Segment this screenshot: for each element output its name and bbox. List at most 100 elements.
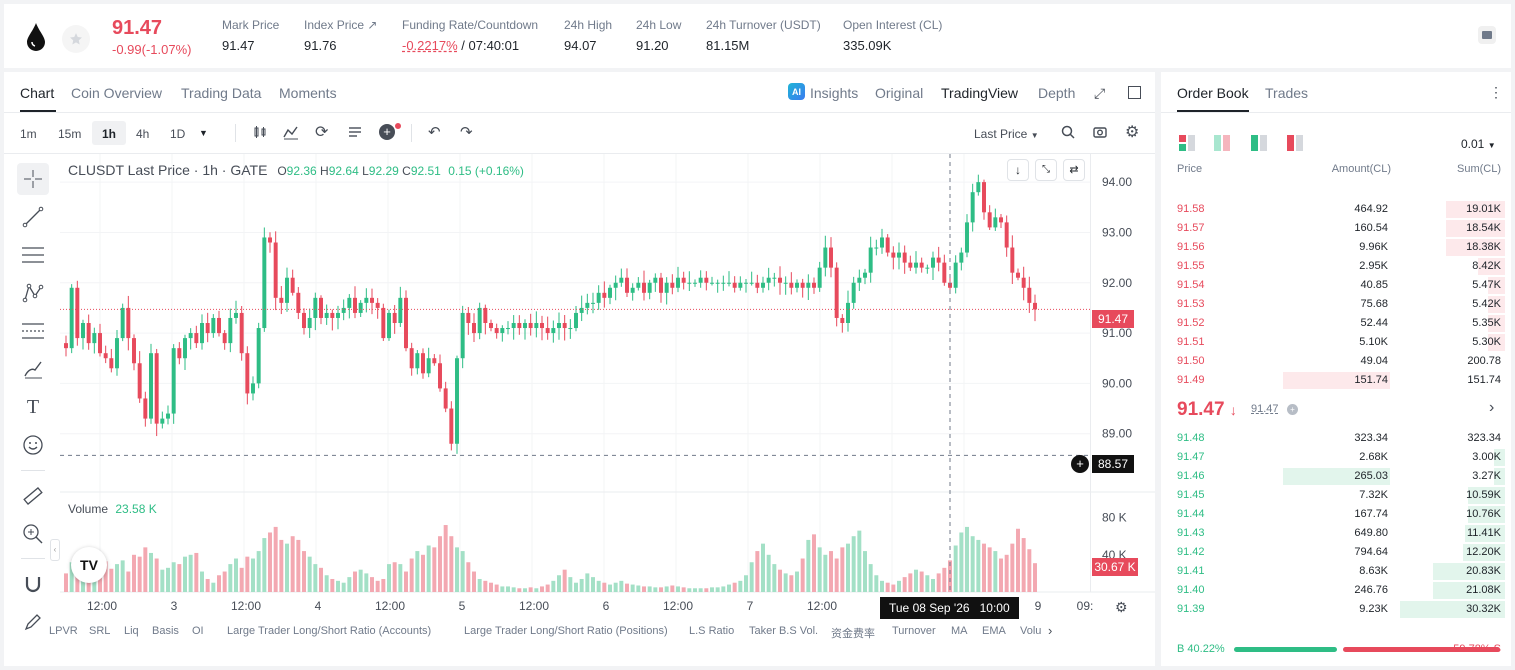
bid-row[interactable]: 91.41 8.63K 20.83K [1161, 562, 1511, 581]
templates-icon[interactable] [347, 124, 363, 143]
indicator-ls-positions[interactable]: Large Trader Long/Short Ratio (Positions… [464, 625, 668, 637]
indicator-funding-rate[interactable]: 资金费率 [831, 628, 875, 640]
collapse-toolbar-handle[interactable]: ‹ [50, 539, 60, 561]
bid-row[interactable]: 91.45 7.32K 10.59K [1161, 486, 1511, 505]
tab-moments[interactable]: Moments [279, 85, 337, 101]
view-asks-icon[interactable] [1287, 135, 1303, 154]
brush-tool-icon[interactable] [17, 353, 49, 385]
pattern-tool-icon[interactable] [17, 277, 49, 309]
candle-body [466, 312, 471, 323]
settings-gear-icon[interactable]: ⚙ [1125, 124, 1140, 141]
tab-insights[interactable]: Insights [810, 85, 859, 101]
tab-tradingview[interactable]: TradingView [941, 85, 1019, 101]
swap-button[interactable]: ⇄ [1063, 159, 1085, 181]
tab-chart[interactable]: Chart [20, 85, 55, 101]
tab-original[interactable]: Original [875, 85, 924, 101]
candle-body [313, 297, 318, 318]
chevron-down-icon[interactable]: ▼ [199, 128, 208, 138]
bid-row[interactable]: 91.40 246.76 21.08K [1161, 581, 1511, 600]
indicator-basis[interactable]: Basis [152, 625, 179, 637]
volume-bar [744, 575, 748, 592]
ask-row[interactable]: 91.49 151.74 151.74 [1161, 371, 1511, 390]
bid-row[interactable]: 91.39 9.23K 30.32K [1161, 600, 1511, 619]
ruler-tool-icon[interactable] [17, 480, 49, 512]
bid-row[interactable]: 91.43 649.80 11.41K [1161, 524, 1511, 543]
interval-1m[interactable]: 1m [20, 127, 37, 141]
horizontal-lines-icon[interactable] [17, 239, 49, 271]
time-axis-settings-icon[interactable]: ⚙ [1115, 599, 1128, 615]
ask-row[interactable]: 91.52 52.44 5.35K [1161, 314, 1511, 333]
ask-row[interactable]: 91.50 49.04 200.78 [1161, 352, 1511, 371]
volume-bar [432, 547, 437, 592]
window-icon[interactable] [1128, 86, 1141, 99]
ask-row[interactable]: 91.54 40.85 5.47K [1161, 276, 1511, 295]
compare-icon[interactable]: ⟳ [315, 124, 329, 141]
ask-row[interactable]: 91.53 75.68 5.42K [1161, 295, 1511, 314]
indicator-ls-accounts[interactable]: Large Trader Long/Short Ratio (Accounts) [227, 625, 432, 637]
indicator-lpvr[interactable]: LPVR [49, 625, 78, 637]
candles-icon[interactable] [252, 124, 268, 143]
ask-row[interactable]: 91.57 160.54 18.54K [1161, 219, 1511, 238]
emoji-tool-icon[interactable] [17, 429, 49, 461]
stat-index-price[interactable]: Index Price ↗ 91.76 [304, 18, 378, 53]
interval-1d[interactable]: 1D [170, 127, 186, 141]
view-both-icon[interactable] [1179, 135, 1195, 154]
search-icon[interactable] [1061, 125, 1075, 142]
indicator-ls-ratio[interactable]: L.S Ratio [689, 625, 735, 637]
interval-15m[interactable]: 15m [58, 127, 82, 141]
bid-row[interactable]: 91.46 265.03 3.27K [1161, 467, 1511, 486]
tab-trades[interactable]: Trades [1265, 85, 1309, 101]
bid-row[interactable]: 91.47 2.68K 3.00K [1161, 448, 1511, 467]
zoom-in-icon[interactable] [17, 518, 49, 550]
interval-1h-active[interactable]: 1h [92, 121, 126, 145]
price-source-select[interactable]: Last Price ▼ [974, 127, 1039, 141]
text-tool-icon[interactable]: T [26, 395, 40, 418]
tab-trading-data[interactable]: Trading Data [181, 85, 262, 101]
pencil-lock-icon[interactable] [17, 606, 49, 638]
view-bids-icon[interactable] [1251, 135, 1267, 154]
scroll-down-button[interactable]: ↓ [1007, 159, 1029, 181]
indicator-taker-vol[interactable]: Taker B.S Vol. [749, 625, 819, 637]
indicator-volume[interactable]: Volu [1020, 625, 1042, 637]
favorite-star-icon[interactable] [62, 25, 90, 53]
indicator-oi[interactable]: OI [192, 625, 204, 637]
redo-icon[interactable]: ↷ [460, 124, 473, 141]
ask-row[interactable]: 91.55 2.95K 8.42K [1161, 257, 1511, 276]
ai-insights-icon[interactable]: AI [788, 83, 805, 100]
indicator-srl[interactable]: SRL [89, 625, 111, 637]
fib-tool-icon[interactable] [17, 315, 49, 347]
chevron-right-icon[interactable]: › [1048, 623, 1053, 638]
interval-4h[interactable]: 4h [136, 127, 150, 141]
expand-icon[interactable]: ⤢ [1094, 85, 1106, 101]
tab-coin-overview[interactable]: Coin Overview [71, 85, 163, 101]
bid-row[interactable]: 91.42 794.64 12.20K [1161, 543, 1511, 562]
magnet-icon[interactable] [17, 568, 49, 600]
crosshair-plus-icon[interactable]: + [1071, 455, 1089, 473]
bid-row[interactable]: 91.48 323.34 323.34 [1161, 429, 1511, 448]
undo-icon[interactable]: ↶ [428, 124, 441, 141]
more-menu-icon[interactable]: ⋮ [1489, 84, 1503, 100]
crosshair-tool-icon[interactable] [17, 163, 49, 195]
tab-order-book[interactable]: Order Book [1177, 85, 1249, 101]
indicator-ma[interactable]: MA [951, 625, 968, 637]
indicator-liq[interactable]: Liq [124, 625, 139, 637]
ask-row[interactable]: 91.58 464.92 19.01K [1161, 200, 1511, 219]
camera-icon[interactable] [1093, 125, 1107, 142]
ask-row[interactable]: 91.51 5.10K 5.30K [1161, 333, 1511, 352]
candle-body [891, 252, 896, 258]
collapse-button[interactable]: ⤡ [1035, 159, 1057, 181]
indicators-icon[interactable] [283, 124, 299, 143]
indicator-turnover[interactable]: Turnover [892, 625, 936, 637]
chevron-right-icon[interactable]: › [1489, 399, 1495, 416]
add-indicator-icon[interactable]: + [379, 124, 395, 140]
trend-line-icon[interactable] [17, 201, 49, 233]
notebook-icon[interactable] [1478, 26, 1496, 44]
view-style2-icon[interactable] [1214, 135, 1230, 154]
tab-depth[interactable]: Depth [1038, 85, 1076, 101]
indicator-ema[interactable]: EMA [982, 625, 1006, 637]
precision-select[interactable]: 0.01 ▼ [1461, 137, 1496, 151]
ask-row[interactable]: 91.56 9.96K 18.38K [1161, 238, 1511, 257]
volume-bar [256, 551, 261, 592]
bid-row[interactable]: 91.44 167.74 10.76K [1161, 505, 1511, 524]
